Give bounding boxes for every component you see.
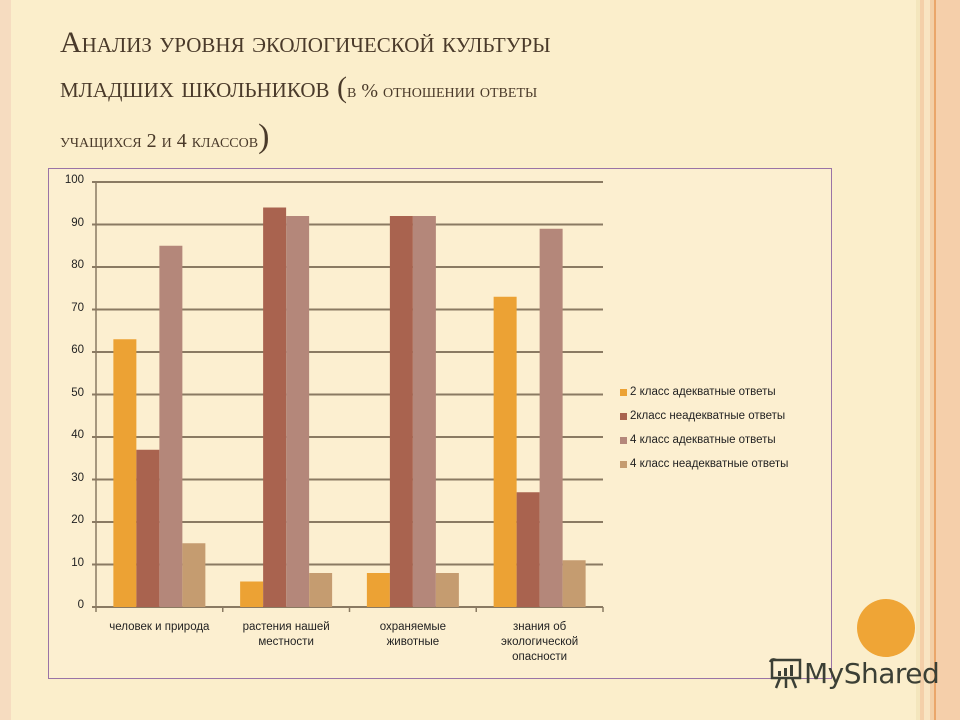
category-label: человек и природа bbox=[109, 621, 210, 633]
category-label: знания об экологической опасности bbox=[501, 621, 579, 663]
bar bbox=[493, 296, 517, 607]
chart-legend: 2 класс адекватные ответы 2класс неадекв… bbox=[620, 380, 788, 476]
bar bbox=[136, 449, 160, 607]
y-tick-label: 70 bbox=[71, 301, 84, 314]
legend-item: 2класс неадекватные ответы bbox=[620, 404, 788, 428]
y-tick-label: 40 bbox=[71, 429, 84, 441]
y-tick-label: 100 bbox=[64, 174, 84, 186]
right-decor-strips bbox=[916, 0, 960, 720]
title-line-3: учащихся 2 и 4 классов) bbox=[60, 120, 269, 154]
y-tick-label: 10 bbox=[71, 556, 84, 569]
bar bbox=[159, 245, 183, 607]
bar bbox=[309, 573, 333, 607]
legend-swatch bbox=[620, 436, 627, 444]
y-tick-label: 0 bbox=[77, 599, 84, 611]
y-tick-label: 80 bbox=[71, 259, 84, 271]
legend-item: 4 класс адекватные ответы bbox=[620, 428, 788, 452]
y-tick-label: 30 bbox=[71, 471, 84, 484]
title-line-3-text: учащихся 2 и 4 классов bbox=[60, 130, 259, 152]
bar bbox=[286, 216, 310, 607]
bar bbox=[412, 216, 436, 607]
y-tick-label: 90 bbox=[71, 216, 84, 229]
bar bbox=[435, 573, 459, 607]
bar bbox=[366, 573, 390, 607]
legend-item: 2 класс адекватные ответы bbox=[620, 380, 788, 404]
y-tick-label: 60 bbox=[71, 344, 84, 356]
watermark-logo[interactable]: MyShared bbox=[768, 656, 940, 690]
title-line-2-sub: в % отношении ответы bbox=[347, 80, 538, 102]
category-label: растения нашей местности bbox=[242, 621, 330, 648]
bar bbox=[562, 560, 586, 607]
title-line-2-main: младших школьников ( bbox=[60, 71, 347, 104]
y-tick-label: 20 bbox=[71, 514, 84, 526]
title-line-1: Анализ уровня экологической культуры bbox=[60, 26, 551, 59]
left-decor-strip bbox=[0, 0, 11, 720]
legend-item: 4 класс неадекватные ответы bbox=[620, 452, 788, 476]
category-label: охраняемые животные bbox=[379, 621, 447, 648]
bar bbox=[113, 339, 137, 607]
title-line-2: младших школьников (в % отношении ответы bbox=[60, 73, 537, 103]
presentation-chart-icon bbox=[768, 658, 802, 689]
y-tick-label: 50 bbox=[71, 386, 84, 399]
bar bbox=[389, 216, 413, 607]
legend-swatch bbox=[620, 412, 627, 420]
title-close-paren: ) bbox=[258, 118, 270, 155]
legend-swatch bbox=[620, 388, 627, 396]
watermark-text: MyShared bbox=[804, 656, 940, 690]
decorative-circle bbox=[857, 599, 915, 657]
bar bbox=[182, 543, 206, 607]
bar bbox=[516, 492, 540, 607]
bar bbox=[539, 228, 563, 607]
bar bbox=[263, 207, 287, 607]
bar bbox=[240, 581, 264, 607]
legend-swatch bbox=[620, 460, 627, 468]
